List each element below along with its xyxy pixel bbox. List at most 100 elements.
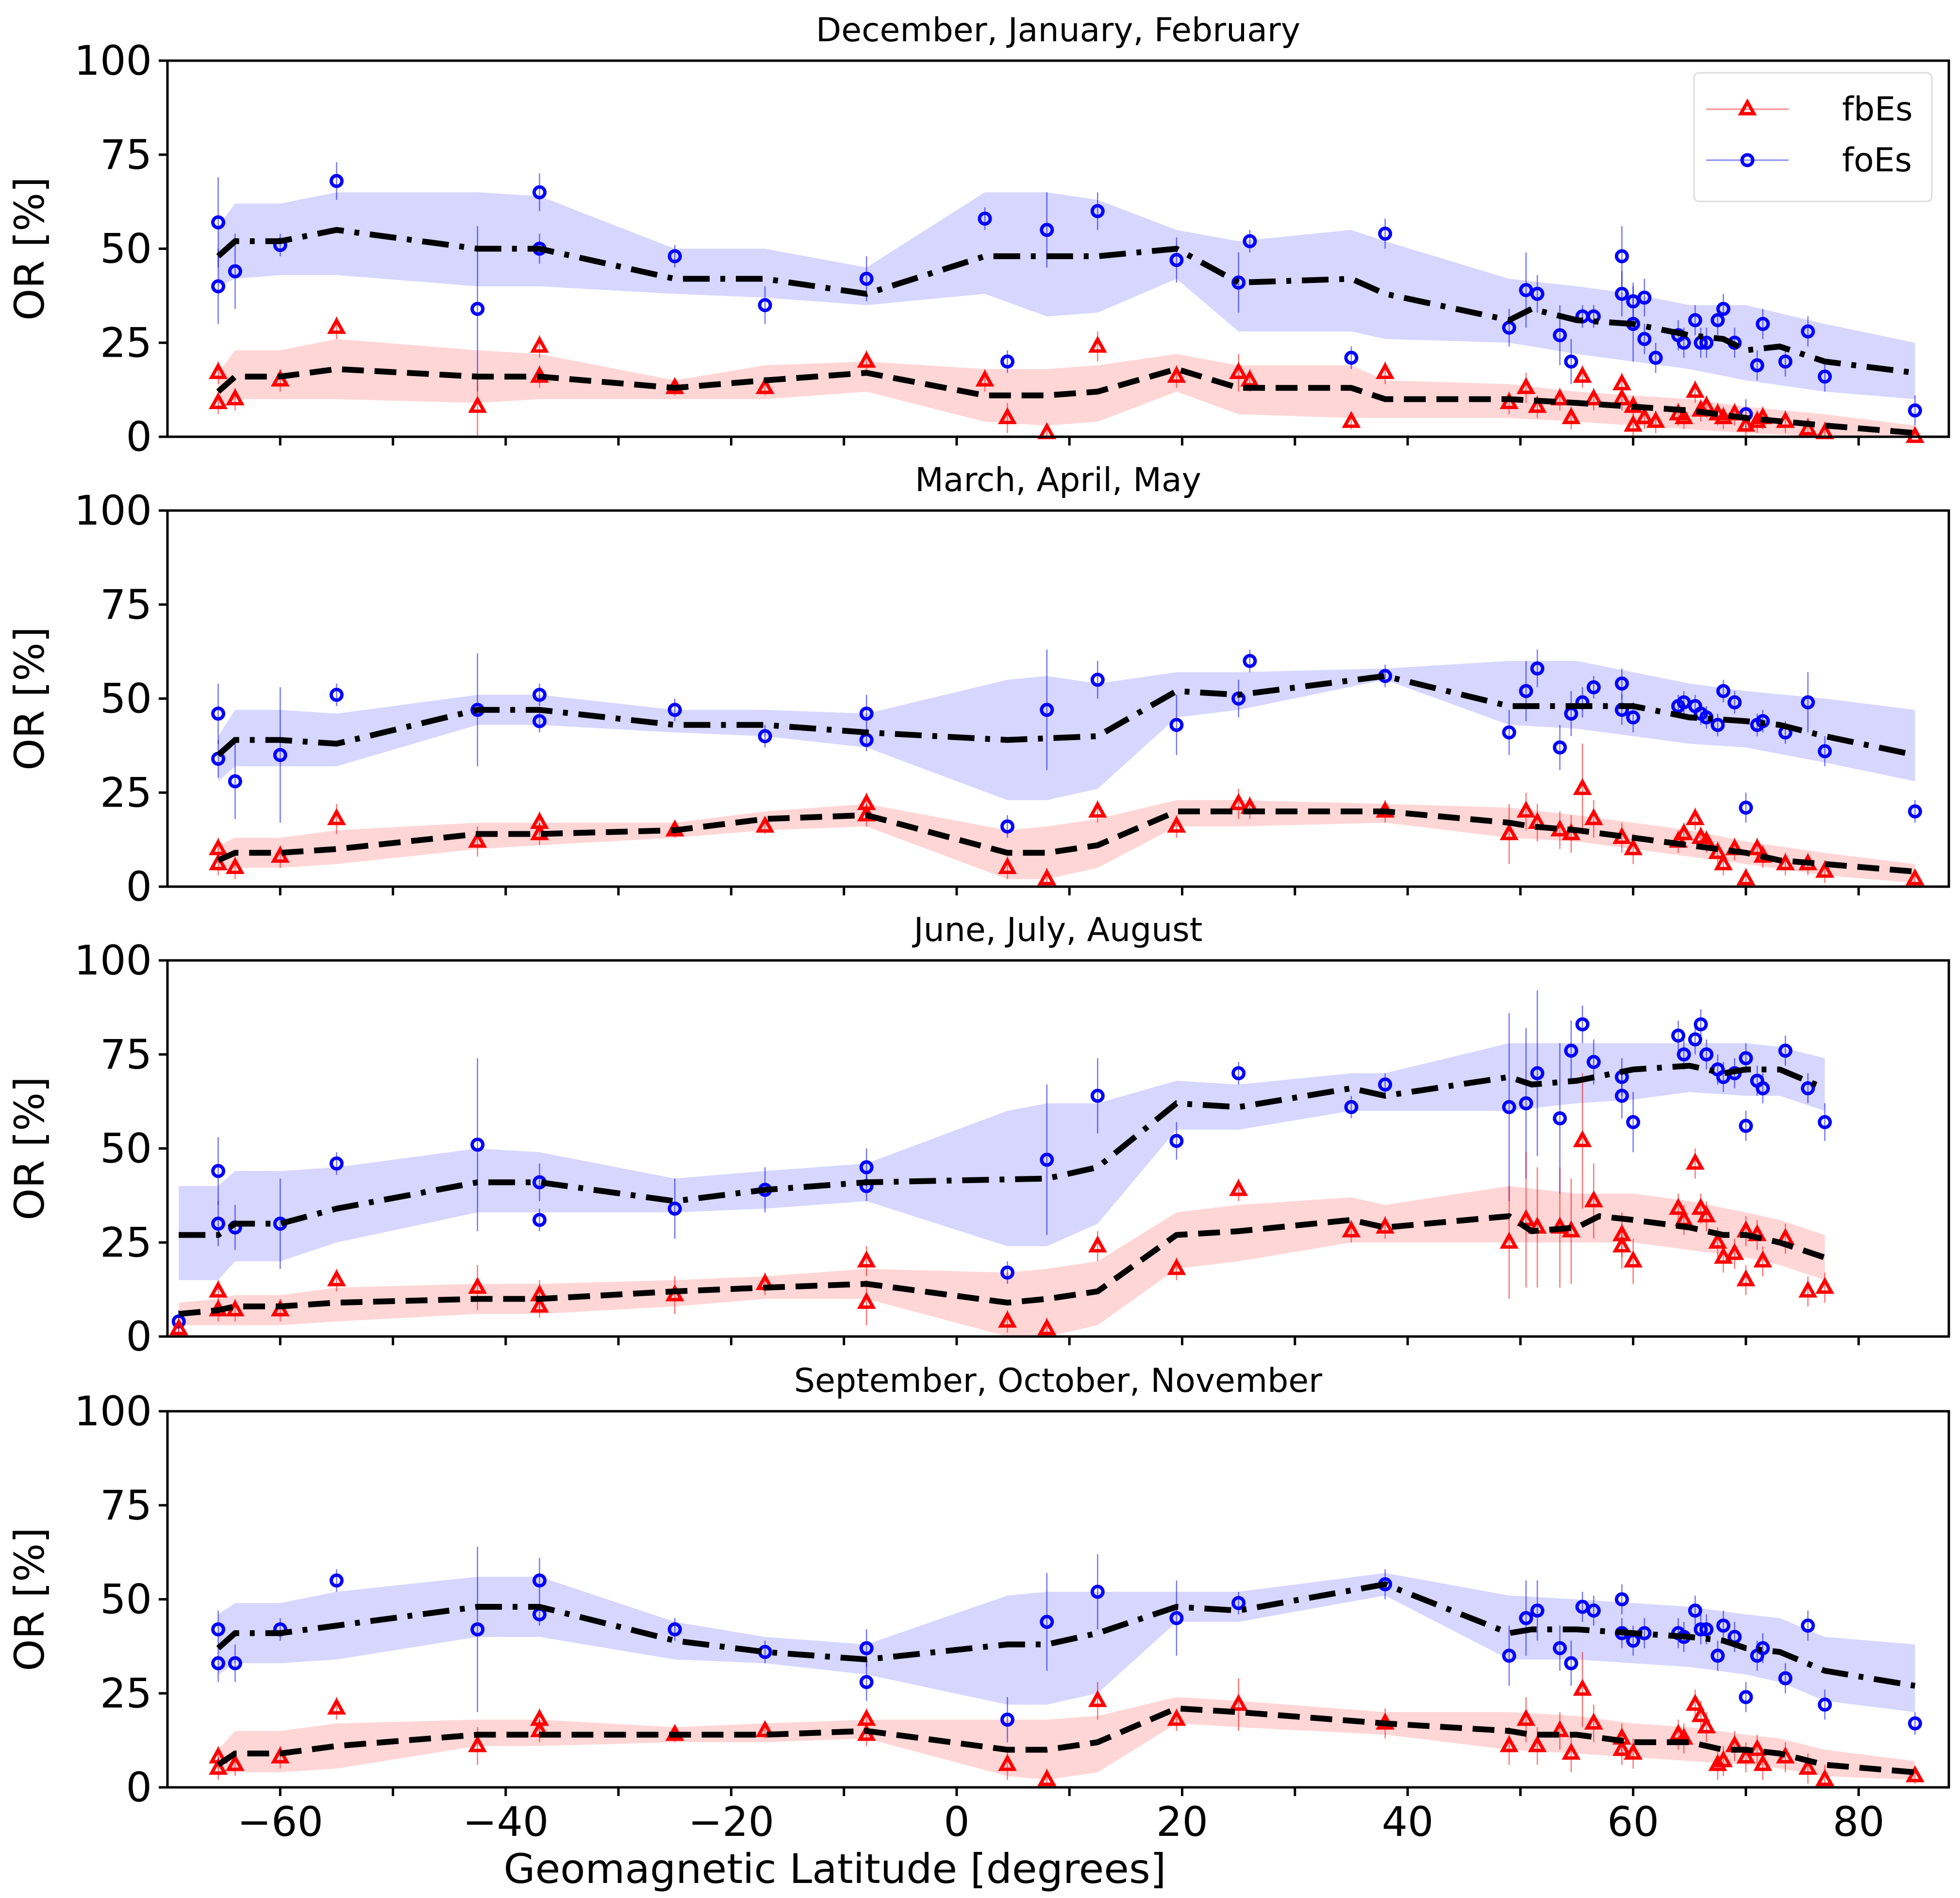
fbes-point — [1624, 1743, 1643, 1760]
y-tick-label: 50 — [100, 1576, 152, 1623]
y-tick-label: 50 — [100, 1125, 152, 1172]
foes-point — [1040, 1615, 1054, 1629]
panel-title: December, January, February — [816, 11, 1300, 50]
foes-point — [329, 688, 344, 702]
fbes-point — [998, 1754, 1017, 1771]
fbes-point — [1376, 362, 1395, 380]
fbes-point — [1376, 1217, 1395, 1234]
foes-range-band — [179, 1043, 1825, 1280]
legend-fbes-label: fbEs — [1842, 90, 1913, 129]
fbes-point — [1528, 1735, 1547, 1752]
foes-point — [1519, 1096, 1533, 1110]
fbes-point — [857, 350, 876, 368]
foes-point — [1530, 661, 1545, 676]
fbes-point — [1584, 388, 1603, 406]
fbes-point — [1167, 1709, 1186, 1726]
fbes-point — [1037, 868, 1057, 886]
y-tick-label: 50 — [100, 225, 152, 273]
foes-point — [228, 774, 242, 789]
foes-point — [1711, 1649, 1725, 1663]
foes-point — [1801, 1618, 1815, 1633]
fbes-point — [1697, 1205, 1716, 1222]
foes-point — [470, 1138, 485, 1152]
fbes-point — [1584, 1190, 1603, 1207]
fbes-point — [1584, 1713, 1603, 1730]
foes-point — [1817, 744, 1832, 759]
fbes-point — [1708, 1232, 1727, 1249]
legend-fbes-marker — [1738, 98, 1757, 116]
fbes-point — [1573, 365, 1592, 383]
foes-point — [1040, 1153, 1054, 1167]
fbes-point — [1550, 1720, 1570, 1737]
foes-point — [228, 264, 242, 279]
fbes-trend-line — [216, 366, 1915, 436]
fbes-point — [1798, 1758, 1818, 1775]
y-tick-label: 100 — [74, 1387, 152, 1435]
legend-box — [1693, 72, 1933, 202]
foes-point — [1677, 335, 1691, 350]
fbes-point — [975, 369, 995, 387]
foes-point — [1908, 1716, 1922, 1731]
foes-point — [859, 272, 874, 286]
x-tick-label: −40 — [463, 1798, 548, 1846]
fbes-point — [1685, 808, 1705, 825]
foes-point — [859, 707, 874, 721]
fbes-point — [1240, 369, 1260, 387]
foes-point — [273, 748, 287, 762]
fbes-point — [1674, 823, 1694, 841]
foes-point — [1778, 354, 1793, 369]
foes-point — [1000, 1265, 1014, 1280]
foes-point — [329, 174, 344, 188]
foes-point — [211, 1622, 226, 1636]
foes-point — [211, 1656, 226, 1670]
fbes-point — [755, 1720, 775, 1737]
panel-1: December, January, February 0 25 50 75 100 OR … — [6, 11, 1950, 461]
foes-point — [1614, 677, 1629, 691]
fbes-point — [1573, 778, 1592, 795]
fbes-point — [169, 1318, 188, 1336]
foes-point — [1553, 328, 1567, 343]
x-tick-label: 0 — [944, 1798, 969, 1846]
fbes-point — [1685, 1694, 1705, 1711]
foes-point — [1090, 204, 1105, 218]
fbes-point — [209, 1758, 228, 1775]
fbes-point — [1697, 1716, 1716, 1733]
foes-point — [532, 1213, 547, 1227]
fbes-point — [1229, 1694, 1248, 1711]
fbes-range-band — [218, 1697, 1915, 1780]
foes-point — [1739, 800, 1753, 815]
foes-point — [329, 1156, 344, 1171]
foes-point — [1502, 725, 1516, 740]
foes-point — [1671, 1028, 1686, 1043]
foes-range-band — [218, 661, 1915, 800]
fbes-point — [1646, 411, 1665, 428]
y-tick-label: 100 — [74, 37, 152, 84]
fbes-point — [1815, 860, 1834, 878]
fbes-point — [1229, 793, 1248, 810]
foes-point — [1778, 1043, 1793, 1058]
foes-point — [859, 1675, 874, 1689]
y-tick-label: 25 — [100, 1669, 152, 1717]
foes-point — [758, 298, 772, 313]
x-tick-label: 60 — [1607, 1798, 1659, 1846]
foes-point — [1614, 287, 1629, 301]
foes-point — [1000, 819, 1014, 834]
foes-point — [667, 703, 682, 717]
foes-point — [1564, 1043, 1578, 1058]
foes-point — [1530, 1603, 1545, 1618]
y-tick-label: 50 — [100, 675, 152, 723]
foes-point — [859, 1641, 874, 1655]
fbes-point — [1516, 1709, 1536, 1726]
foes-point — [1614, 249, 1629, 264]
foes-point — [667, 1202, 682, 1216]
foes-point — [532, 714, 547, 728]
y-axis-label: OR [%] — [6, 177, 53, 321]
foes-point — [1626, 710, 1641, 725]
fbes-point — [1713, 853, 1733, 871]
foes-point — [1688, 1603, 1702, 1618]
fbes-point — [468, 1277, 487, 1294]
foes-range-band — [218, 192, 1915, 399]
y-tick-label: 0 — [126, 1764, 152, 1811]
fbes-point — [530, 335, 549, 353]
panel-title: March, April, May — [915, 461, 1201, 499]
